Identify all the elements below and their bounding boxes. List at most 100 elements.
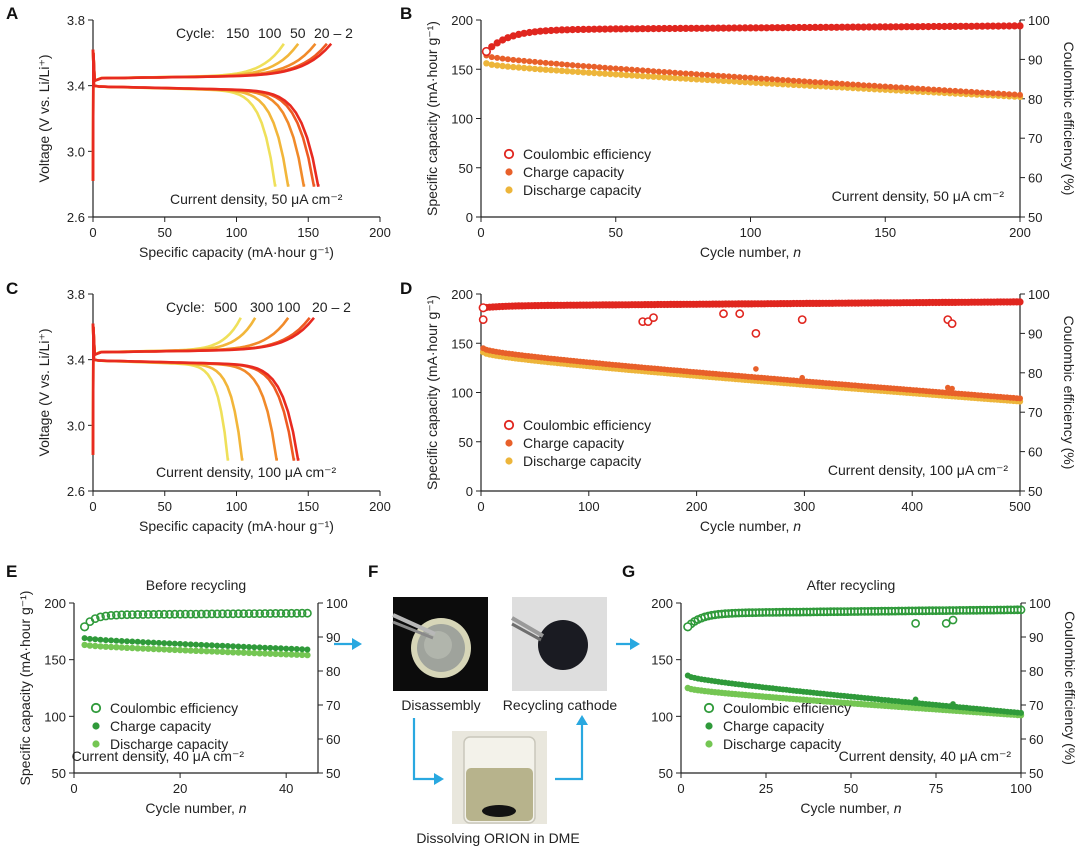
ce-point [833, 23, 841, 31]
ce-point [730, 24, 738, 32]
ce-point [951, 22, 959, 30]
charge-outlier-point [950, 701, 956, 707]
chart-g-y2-label: Coulombic efficiency (%) [1062, 611, 1078, 765]
ce-point [919, 23, 927, 31]
charge-point [1017, 395, 1023, 402]
discharge-point [277, 650, 285, 658]
discharge-point [515, 64, 522, 71]
charge-point [488, 54, 495, 61]
charge-point [655, 68, 662, 75]
panel-a-cycle-150: 150 [226, 25, 250, 41]
discharge-point [214, 648, 221, 655]
ce-point [682, 24, 690, 32]
ce-point [101, 611, 111, 621]
discharge-point [283, 651, 290, 658]
charge-point [855, 81, 862, 88]
chart-b-x-tick-label: 50 [609, 225, 623, 240]
charge-point [623, 66, 630, 73]
ce-point [265, 609, 275, 618]
charge-outlier-point [912, 696, 919, 703]
discharge-point [166, 646, 173, 653]
charge-point [548, 60, 555, 67]
ce-point [112, 610, 121, 620]
chart-e-x-tick-label: 40 [279, 781, 293, 796]
discharge-point [198, 647, 205, 655]
discharge-point [272, 650, 279, 658]
chart-g-y2-tick-label: 80 [1029, 664, 1043, 679]
panel-letter-b: B [400, 4, 412, 23]
charge-point [801, 78, 808, 85]
chart-d-x-tick-label: 100 [578, 499, 600, 514]
chart-e-annotation: Current density, 40 μA cm⁻² [72, 748, 245, 764]
discharge-point [537, 66, 544, 73]
ce-point [127, 610, 137, 619]
charge-point [688, 70, 695, 77]
ce-point [558, 26, 566, 34]
ce-point [876, 23, 884, 31]
ce-point [994, 22, 1003, 30]
ce-point [281, 609, 291, 618]
charge-point [995, 90, 1002, 97]
charge-point [817, 79, 824, 86]
discharge-point [542, 66, 549, 73]
ce-point [90, 614, 100, 623]
charge-point [731, 73, 738, 80]
chart-d-y-label: Specific capacity (mA·hour g⁻¹) [424, 295, 440, 490]
ce-point [255, 609, 265, 618]
ce-point [1016, 22, 1024, 30]
charge-point [898, 84, 905, 91]
chart-d-y-tick-label: 0 [466, 484, 473, 499]
charge-point [1017, 91, 1023, 98]
ce-point [223, 609, 233, 619]
ce-point [639, 25, 647, 33]
discharge-point [623, 71, 630, 79]
panel-g-title: After recycling [807, 577, 896, 593]
charge-point [564, 61, 571, 68]
ce-point [96, 612, 105, 622]
discharge-point [558, 67, 566, 75]
charge-point [240, 643, 247, 650]
panel-e-title: Before recycling [146, 577, 246, 593]
charge-point [575, 62, 581, 69]
ce-point [924, 23, 933, 31]
ce-point [790, 24, 798, 32]
charge-point [166, 640, 173, 647]
photo-dissolving-orion [452, 731, 547, 824]
discharge-point [644, 73, 652, 80]
chart-d-y-tick-label: 100 [451, 386, 473, 401]
charge-point [823, 79, 829, 86]
ce-point [180, 609, 190, 619]
ce-point [1005, 22, 1013, 30]
discharge-point [585, 69, 592, 76]
ce-point [703, 24, 712, 32]
charge-point [666, 69, 673, 76]
ce-point [843, 23, 852, 31]
charge-point [979, 89, 986, 96]
ce-point [302, 608, 312, 618]
charge-point [833, 80, 840, 87]
charge-point [742, 74, 749, 81]
discharge-point [298, 651, 306, 659]
chart-b-x-tick-label: 100 [740, 225, 762, 240]
ce-point [196, 609, 206, 619]
ce-point [515, 30, 523, 38]
chart-b-y-tick-label: 0 [466, 210, 473, 225]
charge-point [715, 72, 722, 79]
charge-point [952, 87, 959, 94]
charge-point [113, 637, 120, 644]
discharge-point [693, 76, 700, 83]
discharge-curve-cycle-300 [91, 323, 244, 461]
discharge-point [192, 647, 200, 654]
ce-point [509, 32, 517, 40]
chart-b-y2-tick-label: 100 [1028, 13, 1050, 28]
ce-point [249, 609, 259, 618]
discharge-point [102, 643, 110, 650]
ce-point [191, 609, 201, 619]
discharge-point [704, 76, 711, 84]
ce-point [106, 611, 116, 620]
charge-point [618, 65, 625, 72]
discharge-point [574, 68, 582, 76]
chart-d-y-tick-label: 150 [451, 336, 473, 351]
ce-point [984, 22, 992, 30]
chart-e-y2-tick-label: 80 [326, 664, 340, 679]
